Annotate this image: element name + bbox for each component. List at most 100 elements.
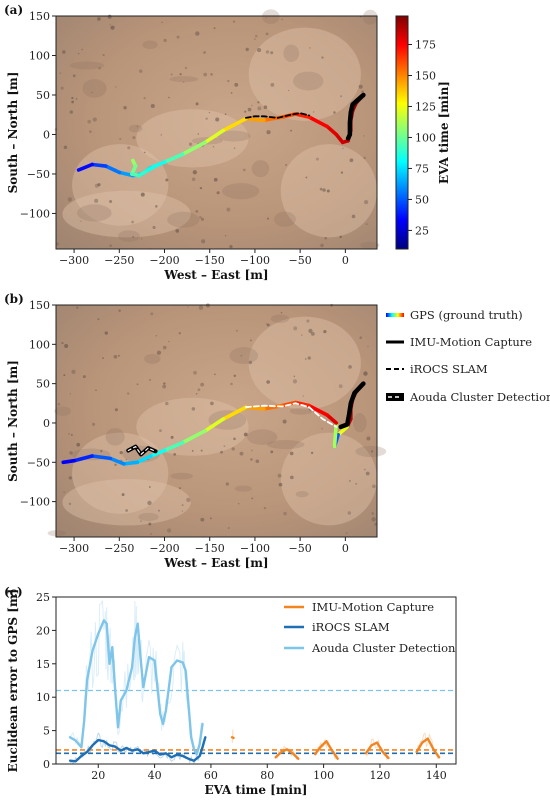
colorbar-tick-label: 25	[415, 224, 429, 237]
terrain-rock	[251, 104, 253, 107]
terrain-rock	[127, 146, 131, 150]
terrain-rock	[255, 459, 260, 464]
trajectory-segment	[180, 140, 207, 157]
terrain-rock	[342, 147, 344, 150]
y-tick-label: 20	[36, 624, 50, 637]
terrain-ridge	[144, 353, 161, 364]
trajectory-segment	[162, 440, 185, 453]
trajectory-segment	[122, 460, 140, 466]
terrain-rock	[365, 471, 370, 476]
terrain-ridge	[273, 211, 296, 227]
terrain-rock	[224, 113, 227, 116]
plot-frame	[55, 15, 378, 250]
terrain-rock	[348, 365, 352, 369]
terrain-rock	[161, 21, 163, 24]
terrain-rock	[148, 486, 151, 488]
terrain-rock	[193, 370, 197, 375]
trajectory-segment	[149, 448, 167, 458]
terrain-rock	[95, 389, 97, 392]
colorbar-tick-label: 100	[415, 131, 436, 144]
terrain-rock	[132, 236, 135, 239]
terrain-rock	[200, 517, 205, 522]
terrain-rock	[109, 23, 111, 26]
series-imu-motion-capture	[345, 92, 366, 141]
terrain-wash	[62, 479, 191, 526]
y-tick-label: 25	[36, 591, 50, 604]
terrain-rock	[121, 493, 125, 497]
terrain-rock	[71, 369, 76, 374]
terrain-rock	[210, 401, 214, 406]
legend-entry-label: IMU-Motion Capture	[410, 335, 532, 349]
terrain-rock	[94, 198, 99, 203]
legend-entry-label: IMU-Motion Capture	[312, 600, 434, 614]
terrain-rock	[361, 90, 364, 94]
terrain-rock	[136, 383, 139, 386]
terrain-rock	[338, 384, 343, 389]
x-tick-label: −300	[59, 542, 89, 555]
terrain-rock	[205, 117, 208, 120]
terrain-rock	[208, 112, 211, 114]
terrain-rock	[141, 238, 143, 240]
y-tick-label: 100	[29, 338, 50, 351]
terrain-rock	[232, 20, 236, 23]
terrain-ridge	[142, 40, 158, 50]
terrain-rock	[63, 374, 66, 377]
terrain-rock	[131, 220, 134, 224]
terrain-rock	[293, 375, 296, 378]
terrain-rock	[247, 107, 252, 112]
terrain-rock	[363, 135, 365, 137]
series-imu-motion-capture	[338, 381, 366, 430]
terrain-ridge	[82, 79, 107, 98]
terrain-rock	[235, 329, 238, 332]
terrain-rock	[290, 475, 294, 480]
terrain-rock	[257, 48, 262, 53]
x-tick-label: −200	[149, 542, 179, 555]
x-tick-label: 120	[369, 769, 390, 782]
terrain-rock	[75, 97, 78, 100]
trajectory-segment	[325, 124, 339, 137]
x-tick-label: −200	[149, 254, 179, 267]
terrain-rock	[57, 402, 61, 406]
terrain-rock	[280, 311, 283, 314]
terrain-wash	[136, 109, 249, 168]
terrain-rock	[195, 102, 199, 106]
terrain-rock	[359, 336, 363, 339]
terrain-rock	[109, 244, 113, 247]
terrain-rock	[184, 66, 188, 70]
terrain-rock	[102, 357, 104, 360]
terrain-rock	[154, 205, 158, 208]
terrain-rock	[367, 345, 369, 348]
trajectory-segment	[325, 413, 339, 425]
terrain-rock	[366, 436, 371, 441]
plot-background	[56, 597, 456, 764]
trajectory-segment	[221, 405, 248, 421]
terrain-rock	[301, 334, 303, 336]
terrain-rock	[308, 46, 311, 49]
terrain-rock	[351, 214, 356, 219]
terrain-rock	[242, 168, 246, 172]
terrain-rock	[150, 532, 153, 535]
terrain-ridge	[105, 428, 125, 446]
series-aouda-cluster-detection	[68, 619, 204, 756]
terrain-rock	[245, 47, 249, 52]
terrain-rock	[201, 239, 206, 244]
terrain-rock	[355, 482, 358, 485]
terrain-rock	[292, 379, 298, 384]
terrain-rock	[374, 522, 378, 526]
terrain-rock	[160, 134, 162, 136]
terrain-rock	[195, 392, 198, 395]
colorbar-tick-label: 75	[415, 162, 429, 175]
terrain-rock	[107, 14, 112, 19]
y-tick-label: 150	[29, 10, 50, 23]
terrain-ridge	[222, 183, 260, 200]
terrain-ridge	[170, 472, 194, 480]
terrain-rock	[203, 72, 208, 77]
colorbar-tick-label: 50	[415, 193, 429, 206]
terrain-rock	[104, 331, 108, 335]
trajectory-segment	[293, 112, 311, 119]
series-imu-motion-capture	[415, 737, 441, 759]
terrain-rock	[181, 510, 183, 512]
terrain-rock	[210, 73, 213, 76]
x-axis-label: West – East [m]	[163, 556, 268, 570]
terrain-ridge	[54, 406, 71, 416]
